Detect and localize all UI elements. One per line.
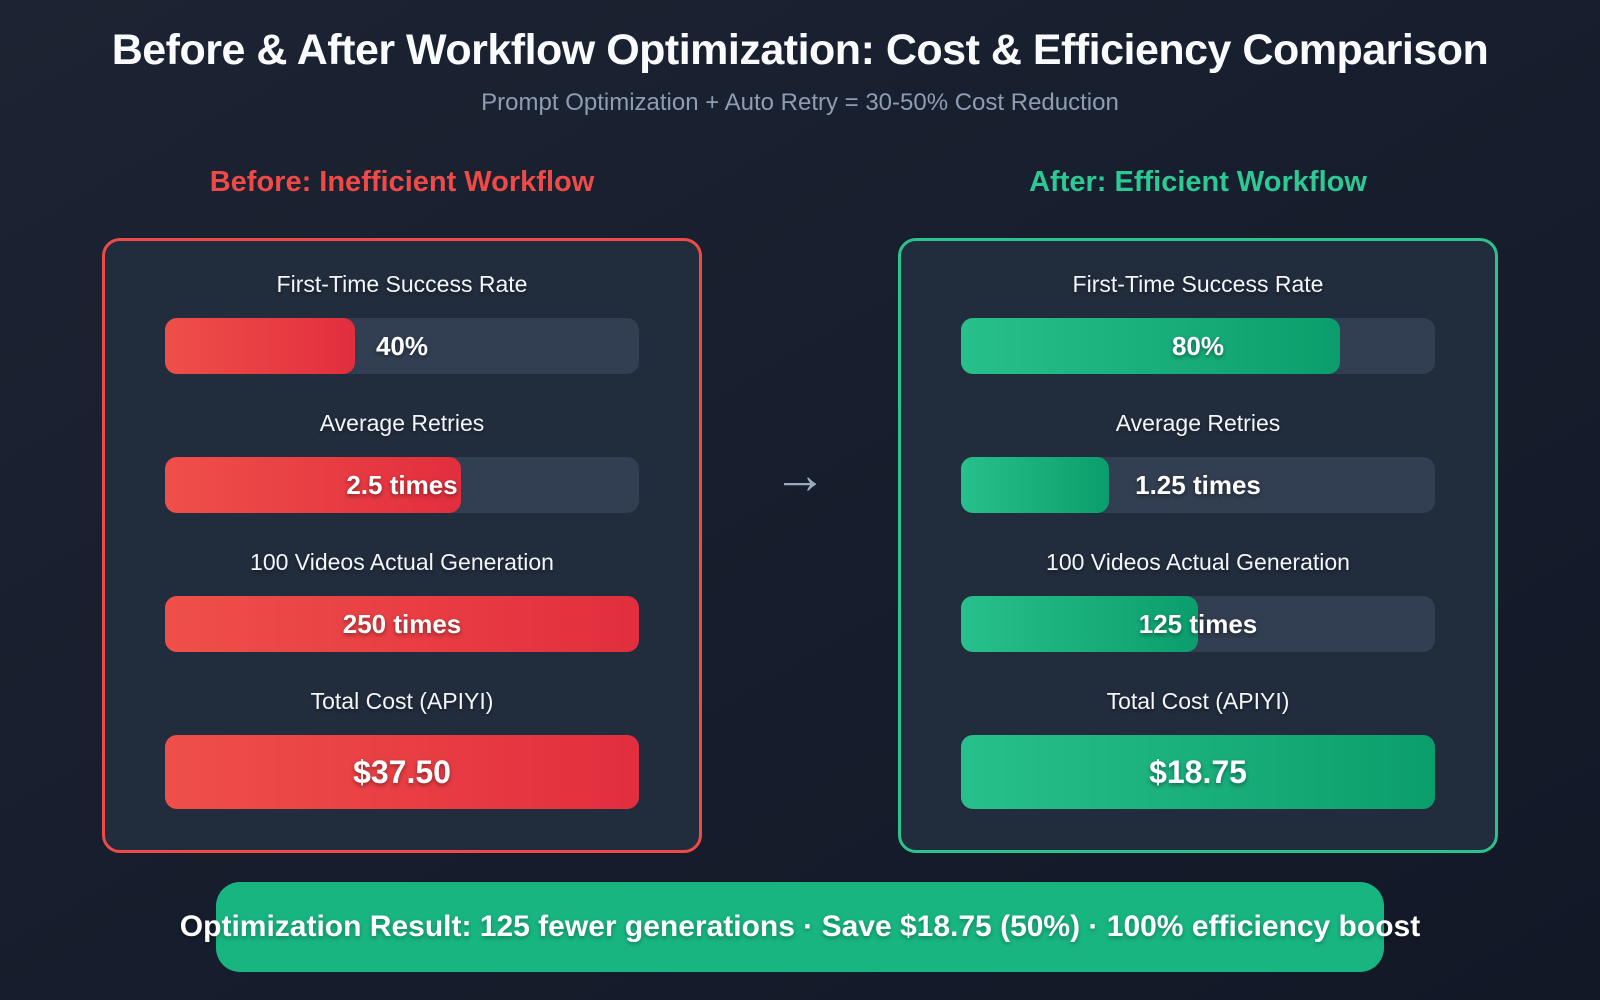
metric-avg-retries: Average Retries 1.25 times bbox=[961, 410, 1435, 513]
metric-label: Average Retries bbox=[319, 410, 485, 436]
before-column: Before: Inefficient Workflow First-Time … bbox=[102, 165, 702, 853]
after-heading: After: Efficient Workflow bbox=[1029, 166, 1367, 198]
metric-bar: 1.25 times bbox=[961, 457, 1435, 513]
metric-label: First-Time Success Rate bbox=[276, 271, 528, 297]
bar-value: 80% bbox=[1171, 330, 1225, 361]
metric-label: Total Cost (APIYI) bbox=[1106, 688, 1290, 714]
bar-value: $37.50 bbox=[353, 753, 451, 790]
result-banner-text: Optimization Result: 125 fewer generatio… bbox=[179, 910, 1421, 943]
after-panel: First-Time Success Rate 80% Average Retr… bbox=[898, 238, 1498, 853]
metric-label: Total Cost (APIYI) bbox=[310, 688, 494, 714]
metric-success-rate: First-Time Success Rate 40% bbox=[165, 271, 639, 374]
metric-bar: $18.75 bbox=[961, 735, 1435, 809]
result-banner: Optimization Result: 125 fewer generatio… bbox=[180, 882, 1420, 972]
metric-label: 100 Videos Actual Generation bbox=[250, 549, 554, 575]
metric-label: First-Time Success Rate bbox=[1072, 271, 1324, 297]
bar-fill bbox=[165, 596, 639, 652]
metric-bar: 125 times bbox=[961, 596, 1435, 652]
bar-value: 40% bbox=[375, 330, 429, 361]
metric-total-cost: Total Cost (APIYI) $18.75 bbox=[961, 688, 1435, 809]
metric-success-rate: First-Time Success Rate 80% bbox=[961, 271, 1435, 374]
metric-bar: $37.50 bbox=[165, 735, 639, 809]
metric-bar: 40% bbox=[165, 318, 639, 374]
metric-avg-retries: Average Retries 2.5 times bbox=[165, 410, 639, 513]
metric-bar: 250 times bbox=[165, 596, 639, 652]
bar-value: 250 times bbox=[342, 608, 462, 639]
bar-value: 2.5 times bbox=[346, 469, 458, 500]
metric-total-cost: Total Cost (APIYI) $37.50 bbox=[165, 688, 639, 809]
bar-value: $18.75 bbox=[1149, 753, 1247, 790]
bar-value: 1.25 times bbox=[1135, 469, 1261, 500]
metric-generations: 100 Videos Actual Generation 250 times bbox=[165, 549, 639, 652]
before-heading: Before: Inefficient Workflow bbox=[209, 166, 595, 198]
before-panel: First-Time Success Rate 40% Average Retr… bbox=[102, 238, 702, 853]
bar-fill bbox=[165, 457, 462, 513]
bar-fill bbox=[961, 735, 1435, 809]
metric-bar: 2.5 times bbox=[165, 457, 639, 513]
arrow-right-icon: → bbox=[773, 445, 827, 505]
bar-value: 125 times bbox=[1138, 608, 1258, 639]
bar-fill bbox=[961, 318, 1341, 374]
page-subtitle: Prompt Optimization + Auto Retry = 30-50… bbox=[481, 89, 1119, 116]
bar-fill bbox=[165, 735, 639, 809]
comparison-section: Before: Inefficient Workflow First-Time … bbox=[0, 165, 1600, 853]
metric-generations: 100 Videos Actual Generation 125 times bbox=[961, 549, 1435, 652]
after-column: After: Efficient Workflow First-Time Suc… bbox=[898, 165, 1498, 853]
page-title: Before & After Workflow Optimization: Co… bbox=[111, 26, 1489, 74]
bar-fill bbox=[165, 318, 355, 374]
metric-bar: 80% bbox=[961, 318, 1435, 374]
metric-label: 100 Videos Actual Generation bbox=[1046, 549, 1350, 575]
bar-fill bbox=[961, 457, 1110, 513]
metric-label: Average Retries bbox=[1115, 410, 1281, 436]
bar-fill bbox=[961, 596, 1198, 652]
